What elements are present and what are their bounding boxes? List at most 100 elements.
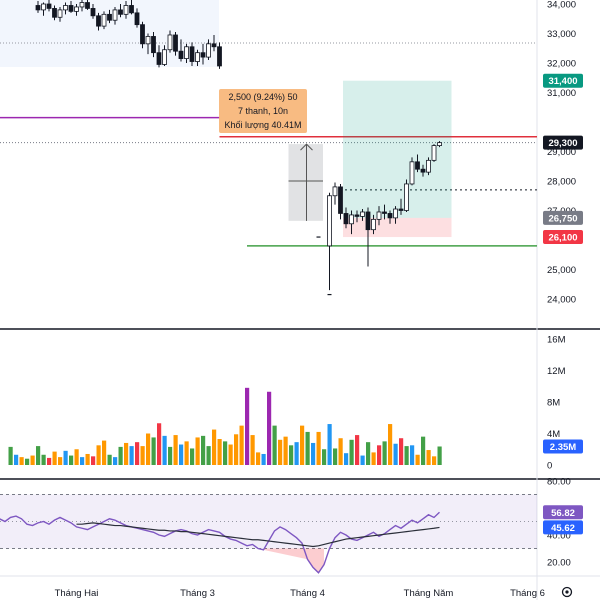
candle bbox=[360, 209, 365, 221]
volume-bar bbox=[30, 455, 35, 465]
rsi-tag-background bbox=[543, 520, 583, 535]
candle-body bbox=[184, 46, 189, 59]
rsi-line bbox=[0, 511, 440, 574]
price-tag: 29,300 bbox=[543, 135, 583, 150]
candle-body bbox=[349, 214, 354, 225]
candle bbox=[167, 30, 173, 53]
candle-body bbox=[96, 15, 101, 27]
candle-body bbox=[415, 161, 420, 170]
volume-bar bbox=[421, 436, 426, 465]
price-tick-label: 29,000 bbox=[547, 147, 576, 158]
price-tick-label: 33,000 bbox=[547, 29, 576, 40]
volume-tick-label: 4M bbox=[547, 429, 560, 440]
volume-bar bbox=[305, 431, 310, 465]
measure-box: 2,500 (9.24%) 50 7 thanh, 10n Khối lượng… bbox=[219, 89, 307, 133]
candle-body bbox=[431, 145, 437, 161]
candle bbox=[57, 6, 63, 22]
volume-bar bbox=[52, 451, 57, 465]
volume-bar bbox=[415, 454, 420, 465]
price-tag-label: 26,100 bbox=[548, 233, 577, 244]
volume-bar bbox=[168, 446, 173, 465]
time-axis[interactable]: Tháng Hai Tháng 3 Tháng 4 Tháng Năm Tháng 6 bbox=[55, 588, 545, 599]
measure-box-background bbox=[219, 89, 307, 133]
volume-bar bbox=[201, 435, 206, 465]
candle bbox=[173, 32, 178, 56]
candle-body bbox=[376, 211, 382, 220]
time-tick-label: Tháng Hai bbox=[55, 588, 99, 599]
candle-body bbox=[217, 46, 222, 67]
volume-bar bbox=[85, 453, 90, 465]
candle-body bbox=[409, 161, 415, 185]
candle bbox=[74, 4, 79, 16]
volume-bar bbox=[135, 442, 140, 465]
volume-bar bbox=[146, 433, 151, 465]
candle-body bbox=[200, 52, 206, 58]
price-tick-label: 34,000 bbox=[547, 0, 576, 11]
candle bbox=[437, 141, 442, 148]
price-tick-label: 28,000 bbox=[547, 177, 576, 188]
volume-bar bbox=[195, 437, 200, 465]
price-tick-label: 31,000 bbox=[547, 88, 576, 99]
rsi-tag: 45.62 bbox=[543, 520, 583, 535]
candle-body bbox=[178, 50, 184, 59]
volume-bar bbox=[47, 457, 52, 465]
volume-bar bbox=[212, 429, 217, 465]
candle bbox=[140, 21, 145, 49]
candle-body bbox=[112, 9, 118, 21]
price-tag-label: 29,300 bbox=[548, 138, 577, 149]
price-tag: 26,100 bbox=[543, 230, 583, 245]
candle-body bbox=[101, 13, 107, 27]
volume-bar bbox=[272, 425, 277, 465]
candle bbox=[371, 214, 376, 235]
candle bbox=[46, 0, 52, 12]
time-tick-label: Tháng 3 bbox=[180, 588, 215, 599]
candle bbox=[365, 207, 371, 267]
measure-line-2: 7 thanh, 10n bbox=[238, 106, 288, 116]
candle bbox=[178, 39, 184, 62]
projection-box bbox=[288, 144, 323, 221]
volume-bar bbox=[14, 454, 19, 465]
rsi-pane[interactable] bbox=[0, 494, 537, 574]
volume-bar bbox=[223, 441, 228, 465]
candle-body bbox=[426, 159, 431, 173]
price-tag: 31,400 bbox=[543, 73, 583, 88]
settings-icon[interactable] bbox=[561, 586, 573, 598]
price-pane[interactable] bbox=[0, 0, 537, 296]
rsi-tick-label: 80.00 bbox=[547, 477, 571, 488]
volume-bar bbox=[360, 455, 365, 465]
volume-bar bbox=[234, 434, 239, 465]
candle bbox=[156, 45, 162, 68]
candle bbox=[382, 204, 387, 220]
volume-bar bbox=[294, 442, 299, 465]
volume-bar bbox=[245, 387, 250, 465]
candle bbox=[387, 210, 393, 224]
volume-bar bbox=[173, 435, 178, 465]
candle-body bbox=[398, 208, 404, 211]
volume-bar bbox=[399, 438, 404, 465]
measure-line-3: Khối lượng 40.41M bbox=[225, 120, 302, 130]
candle bbox=[189, 42, 195, 66]
candle-body bbox=[167, 34, 173, 51]
candle-body bbox=[151, 36, 156, 54]
rsi-ma-line bbox=[76, 522, 440, 548]
candle bbox=[398, 198, 404, 215]
candle bbox=[35, 1, 41, 13]
candle-body bbox=[156, 52, 162, 65]
volume-bar bbox=[58, 457, 63, 465]
volume-bar bbox=[74, 449, 79, 465]
volume-tag-label: 2.35M bbox=[550, 442, 576, 453]
candle bbox=[134, 8, 140, 28]
candle-body bbox=[68, 5, 74, 12]
volume-bar bbox=[239, 425, 244, 465]
candle bbox=[63, 2, 68, 15]
candle-body bbox=[371, 218, 376, 231]
candle bbox=[217, 42, 222, 69]
candle bbox=[376, 206, 382, 226]
volume-bar bbox=[349, 439, 354, 465]
measure-line-1: 2,500 (9.24%) 50 bbox=[228, 92, 297, 102]
volume-bar bbox=[388, 424, 393, 465]
candle bbox=[349, 210, 354, 235]
volume-bar bbox=[261, 453, 266, 465]
volume-bar bbox=[377, 445, 382, 465]
volume-pane[interactable] bbox=[8, 387, 442, 465]
